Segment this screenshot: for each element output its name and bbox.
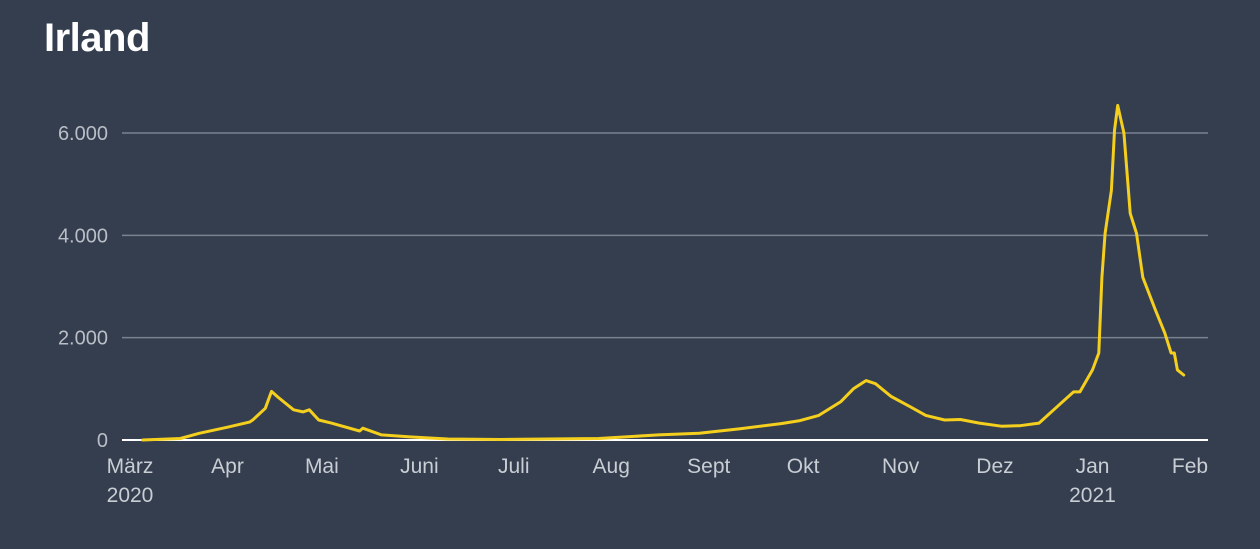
x-tick-label: Nov [882,455,920,478]
x-tick-label: Dez [976,455,1013,478]
x-tick-year-label: 2021 [1069,484,1116,507]
x-tick-label: Okt [787,455,820,478]
series-line [141,103,1186,442]
x-tick-label: Apr [211,455,244,478]
x-tick-label: März [107,455,154,478]
y-tick-label: 0 [97,430,108,452]
x-tick-label: Feb [1172,455,1208,478]
x-tick-label: Jan [1076,455,1110,478]
x-tick-label: Aug [593,455,630,478]
x-tick-label: Sept [687,455,730,478]
x-tick-label: Mai [305,455,339,478]
y-tick-label: 4.000 [58,225,108,247]
chart-title: Irland [44,16,150,60]
y-tick-label: 2.000 [58,328,108,350]
y-tick-label: 6.000 [58,123,108,145]
x-tick-year-label: 2020 [107,484,154,507]
x-tick-label: Juli [498,455,530,478]
x-tick-label: Juni [400,455,439,478]
